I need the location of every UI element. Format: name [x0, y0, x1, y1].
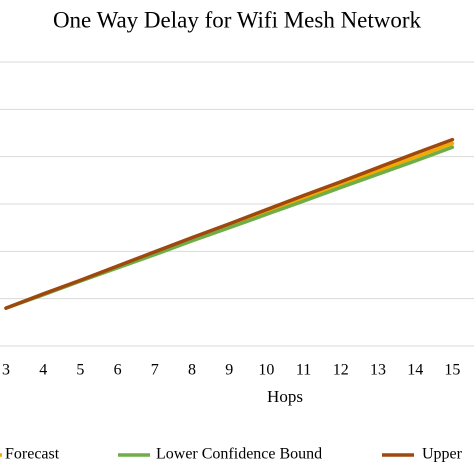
x-tick-label: 11 [296, 362, 311, 379]
x-tick-label: 5 [76, 362, 84, 379]
x-tick-label: 9 [225, 362, 233, 379]
x-tick-label: 3 [2, 362, 10, 379]
series-line [4, 137, 455, 310]
legend-label: Forecast [5, 446, 60, 463]
x-axis-title: Hops [267, 387, 303, 406]
x-tick-label: 14 [407, 362, 423, 379]
legend-label: Upper [422, 446, 463, 463]
x-tick-label: 13 [370, 362, 386, 379]
legend-label: Lower Confidence Bound [156, 446, 322, 463]
x-tick-label: 12 [333, 362, 349, 379]
x-tick-label: 15 [444, 362, 460, 379]
x-tick-label: 7 [151, 362, 159, 379]
x-tick-label: 6 [114, 362, 122, 379]
x-tick-label: 4 [39, 362, 47, 379]
x-tick-label: 8 [188, 362, 196, 379]
x-tick-label: 10 [258, 362, 274, 379]
chart-title: One Way Delay for Wifi Mesh Network [53, 7, 422, 32]
